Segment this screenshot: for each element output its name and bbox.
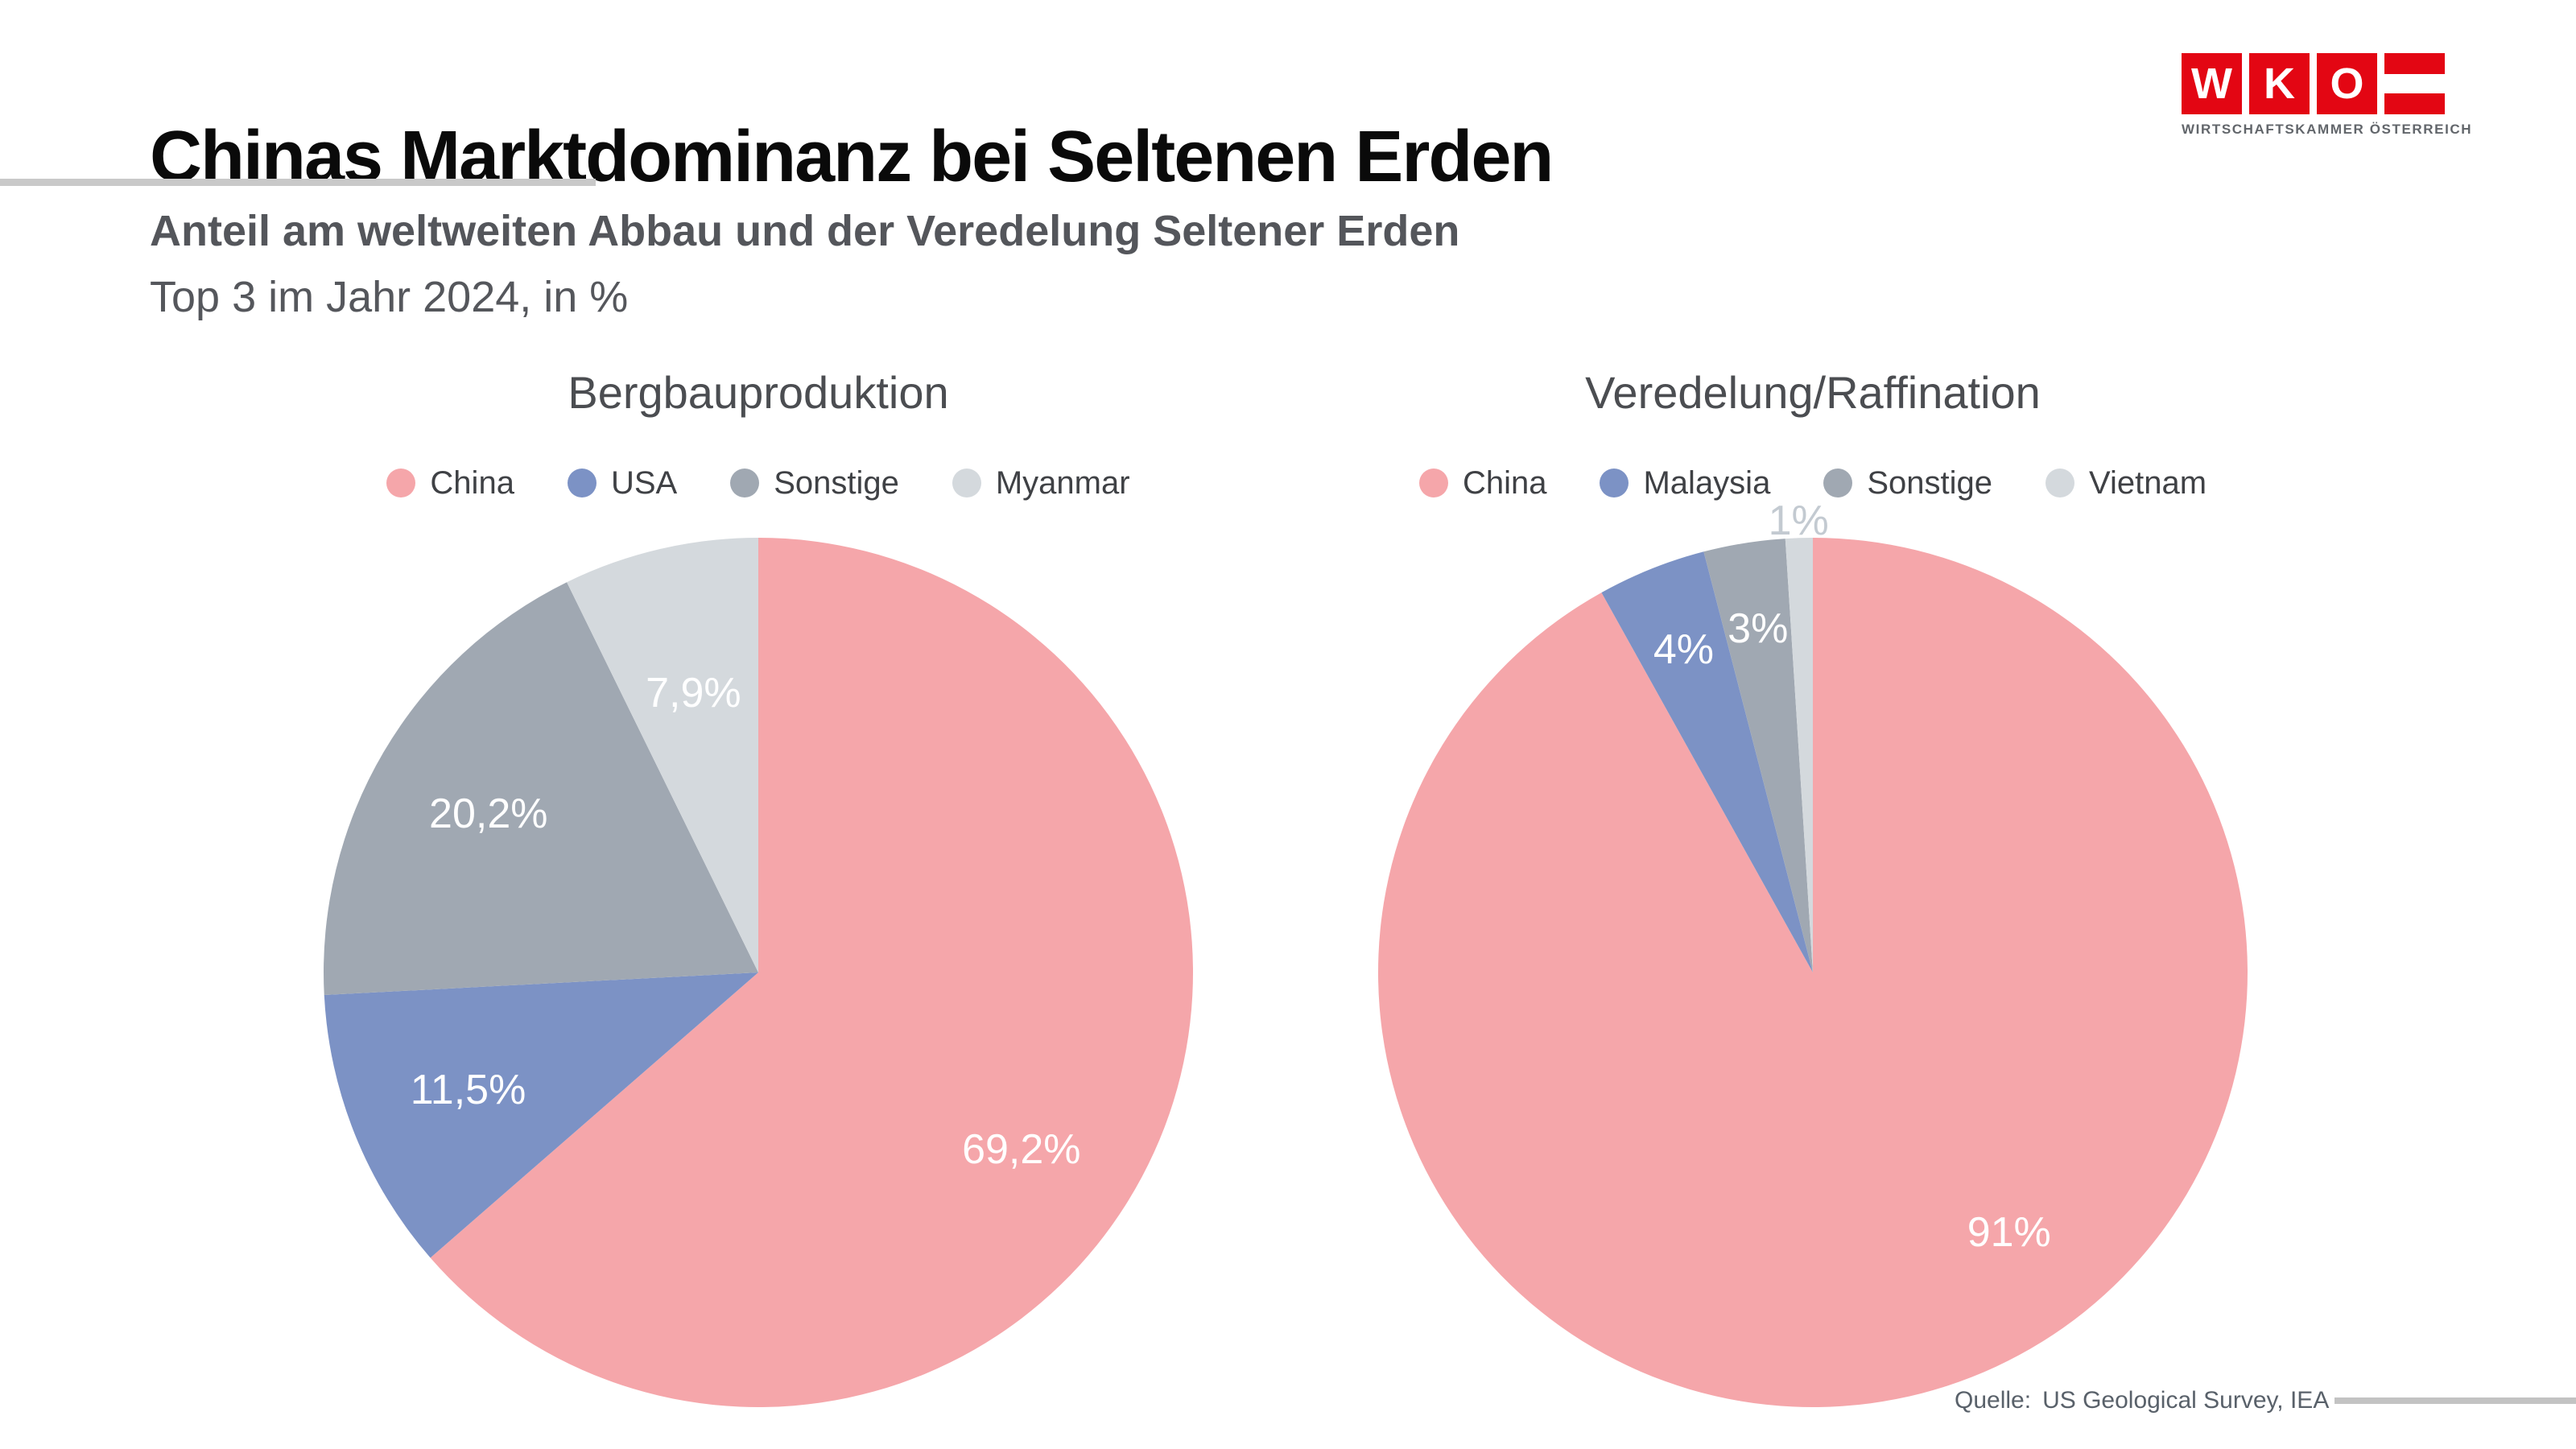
wko-logo-blocks: W K O xyxy=(2182,53,2447,114)
legend-item-myanmar: Myanmar xyxy=(952,467,1130,499)
legend-item-china: China xyxy=(386,467,514,499)
legend-dot-malaysia xyxy=(1600,469,1629,497)
legend-dot-myanmar xyxy=(952,469,981,497)
flag-stripe-middle xyxy=(2384,74,2445,93)
slice-value-label-china: 69,2% xyxy=(962,1126,1081,1174)
page-subtitle-detail: Top 3 im Jahr 2024, in % xyxy=(150,273,629,321)
pie-slice-sonstige xyxy=(324,582,758,996)
chart-title-mining: Bergbauproduktion xyxy=(568,367,949,418)
slice-value-label-china: 91% xyxy=(1967,1209,2051,1257)
source-prefix: Quelle: xyxy=(1955,1387,2032,1414)
legend-refining: China Malaysia Sonstige Vietnam xyxy=(1249,467,2376,499)
legend-mining: China USA Sonstige Myanmar xyxy=(195,467,1322,499)
slice-value-label-sonstige: 20,2% xyxy=(429,791,548,837)
legend-dot-usa xyxy=(567,469,597,497)
pie-slice-usa xyxy=(324,972,759,1258)
legend-item-malaysia: Malaysia xyxy=(1600,467,1770,499)
slice-value-label-malaysia: 4% xyxy=(1653,625,1715,673)
legend-dot-vietnam xyxy=(2046,469,2074,497)
logo-letter-k: K xyxy=(2249,53,2310,114)
legend-label-vietnam: Vietnam xyxy=(2089,465,2207,501)
slice-value-label-sonstige: 3% xyxy=(1728,605,1789,653)
legend-dot-china xyxy=(1418,469,1448,497)
pie-slice-china xyxy=(1377,538,2248,1407)
legend-label-malaysia: Malaysia xyxy=(1643,465,1771,501)
legend-label-sonstige: Sonstige xyxy=(774,465,899,501)
source-note: Quelle: US Geological Survey, IEA xyxy=(1955,1386,2329,1415)
source-text: US Geological Survey, IEA xyxy=(2042,1387,2330,1414)
source-rule xyxy=(2334,1397,2576,1404)
pie-slice-china xyxy=(430,538,1194,1407)
legend-label-sonstige: Sonstige xyxy=(1867,465,1992,501)
legend-label-china: China xyxy=(1462,465,1547,501)
wko-logo: W K O WIRTSCHAFTSKAMMER ÖSTERREICH xyxy=(2182,53,2473,138)
slice-value-label-usa: 11,5% xyxy=(410,1066,526,1113)
legend-item-sonstige: Sonstige xyxy=(1823,467,1992,499)
slice-value-label-myanmar: 7,9% xyxy=(646,669,741,716)
flag-stripe-top xyxy=(2384,53,2445,75)
legend-label-china: China xyxy=(430,465,514,501)
legend-dot-sonstige xyxy=(730,469,760,497)
legend-item-sonstige: Sonstige xyxy=(730,467,899,499)
page-subtitle: Anteil am weltweiten Abbau und der Vered… xyxy=(150,207,1460,255)
slice-value-label-vietnam: 1% xyxy=(1768,497,1829,544)
legend-item-china: China xyxy=(1418,465,1547,501)
legend-item-usa: USA xyxy=(567,465,678,501)
chart-title-refining: Veredelung/Raffination xyxy=(1585,367,2041,418)
legend-label-myanmar: Myanmar xyxy=(995,465,1130,501)
austria-flag-icon xyxy=(2384,53,2445,114)
logo-letter-o: O xyxy=(2317,53,2377,114)
pie-chart-mining xyxy=(324,538,1194,1407)
pie-chart-refining xyxy=(1377,538,2248,1407)
legend-dot-china xyxy=(386,469,416,497)
pie-slice-malaysia xyxy=(1601,551,1813,972)
title-underline-rule xyxy=(0,179,596,186)
legend-label-usa: USA xyxy=(610,465,678,501)
legend-item-vietnam: Vietnam xyxy=(2046,467,2207,499)
pie-slice-sonstige xyxy=(1703,539,1813,972)
flag-stripe-bottom xyxy=(2384,93,2445,114)
logo-caption: WIRTSCHAFTSKAMMER ÖSTERREICH xyxy=(2182,122,2473,137)
legend-dot-sonstige xyxy=(1823,469,1853,497)
pie-slice-vietnam xyxy=(1785,538,1813,972)
logo-letter-w: W xyxy=(2182,53,2242,114)
pie-slice-myanmar xyxy=(567,538,758,972)
